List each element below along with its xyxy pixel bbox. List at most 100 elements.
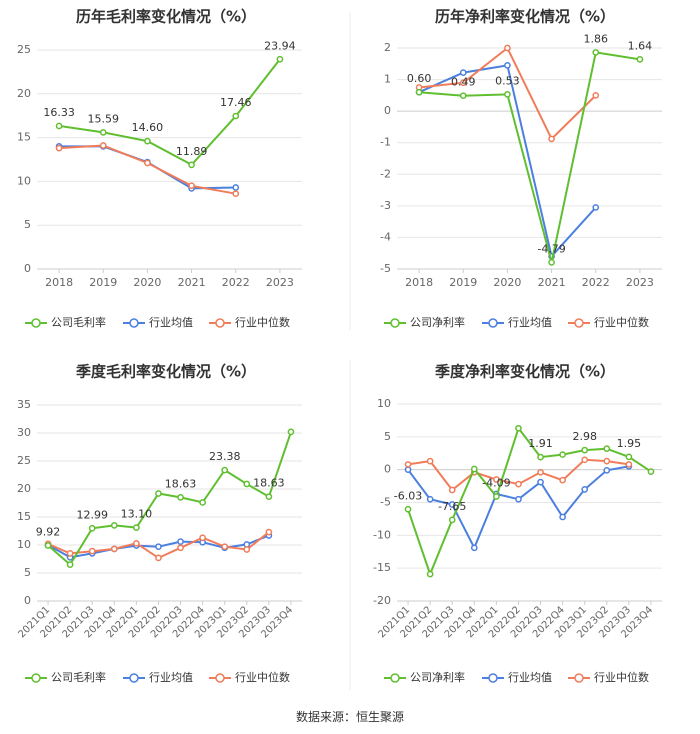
y-tick-label: -2 bbox=[380, 167, 391, 180]
y-tick-label: -20 bbox=[373, 594, 391, 607]
data-point-median bbox=[110, 545, 118, 553]
data-label: 14.60 bbox=[132, 121, 164, 134]
data-label: -6.03 bbox=[394, 489, 422, 502]
data-label: 0.53 bbox=[495, 74, 520, 87]
data-point-median bbox=[144, 159, 151, 167]
data-point-company bbox=[559, 451, 566, 458]
legend-item-avg: 行业均值 bbox=[482, 316, 552, 329]
data-label: 9.92 bbox=[36, 525, 61, 538]
data-point-avg bbox=[603, 466, 611, 474]
data-point-median bbox=[625, 461, 633, 468]
data-point-avg bbox=[232, 184, 240, 191]
data-label: -4.09 bbox=[482, 477, 510, 490]
y-tick-label: -10 bbox=[373, 528, 391, 541]
data-point-company bbox=[44, 542, 52, 549]
y-tick-label: -3 bbox=[380, 199, 391, 212]
data-point-median bbox=[537, 468, 544, 476]
data-point-company bbox=[232, 112, 240, 120]
data-label: 0.60 bbox=[407, 72, 432, 85]
data-label: 2.98 bbox=[572, 430, 597, 443]
data-label: -4.79 bbox=[537, 242, 565, 255]
data-point-company bbox=[415, 88, 423, 96]
y-tick-label: -15 bbox=[373, 561, 391, 574]
series-line-company bbox=[58, 58, 281, 167]
y-tick-label: 10 bbox=[17, 174, 31, 187]
y-tick-label: 25 bbox=[17, 43, 31, 56]
data-point-avg bbox=[448, 501, 456, 508]
data-label: 1.64 bbox=[628, 39, 653, 52]
legend-swatch-marker bbox=[488, 318, 498, 328]
data-label: 1.95 bbox=[617, 437, 642, 450]
data-point-company bbox=[66, 561, 74, 568]
x-tick-label: 2023 bbox=[266, 276, 294, 289]
data-point-company bbox=[581, 446, 589, 454]
data-point-company bbox=[504, 91, 511, 98]
data-point-median bbox=[133, 539, 140, 547]
data-label: 1.86 bbox=[584, 32, 609, 45]
y-tick-label: 0 bbox=[24, 594, 31, 607]
y-tick-label: -4 bbox=[380, 230, 391, 243]
data-point-company bbox=[199, 499, 206, 506]
data-point-median bbox=[459, 79, 467, 87]
data-point-company bbox=[493, 493, 500, 500]
data-point-median bbox=[592, 92, 600, 99]
legend-label: 公司毛利率 bbox=[51, 315, 106, 329]
data-point-median bbox=[155, 554, 162, 562]
data-point-avg bbox=[404, 466, 412, 474]
y-tick-label: 30 bbox=[17, 426, 31, 439]
data-point-avg bbox=[177, 538, 184, 545]
data-point-median bbox=[66, 550, 74, 557]
data-point-company bbox=[88, 524, 96, 532]
data-label: 16.33 bbox=[43, 106, 75, 119]
data-source-note: 数据来源：恒生聚源 bbox=[295, 710, 404, 724]
chart-title: 历年净利率变化情况（%） bbox=[435, 8, 615, 26]
data-label: 17.46 bbox=[220, 96, 252, 109]
data-point-median bbox=[99, 142, 107, 149]
data-point-company bbox=[592, 49, 600, 56]
y-tick-label: 5 bbox=[24, 566, 31, 579]
legend-swatch-marker bbox=[31, 318, 41, 328]
data-point-company bbox=[221, 466, 229, 474]
data-point-company bbox=[625, 453, 633, 461]
data-point-company bbox=[647, 468, 655, 475]
data-point-median bbox=[55, 144, 63, 152]
data-point-company bbox=[55, 122, 63, 130]
data-point-median bbox=[199, 534, 206, 542]
legend-label: 公司净利率 bbox=[410, 670, 465, 684]
x-tick-label: 2021 bbox=[538, 276, 566, 289]
data-point-company bbox=[155, 490, 162, 497]
data-point-company bbox=[265, 493, 273, 501]
y-tick-label: 0 bbox=[24, 262, 31, 275]
legend-label: 行业中位数 bbox=[594, 670, 649, 684]
data-point-avg bbox=[155, 543, 162, 551]
series-line-company bbox=[407, 426, 652, 577]
data-point-company bbox=[470, 465, 478, 473]
data-point-median bbox=[548, 135, 555, 143]
x-tick-label: 2023 bbox=[626, 276, 654, 289]
chart-panel-3: 季度毛利率变化情况（%）051015202530352021Q12021Q220… bbox=[16, 363, 302, 684]
data-point-avg bbox=[581, 486, 589, 493]
chart-title: 季度净利率变化情况（%） bbox=[435, 363, 615, 381]
data-label: 15.59 bbox=[88, 112, 120, 125]
legend-swatch-marker bbox=[129, 673, 139, 683]
data-point-company bbox=[133, 524, 140, 531]
x-tick-label: 2018 bbox=[405, 276, 433, 289]
data-point-company bbox=[603, 445, 611, 453]
legend-label: 行业均值 bbox=[149, 671, 193, 684]
series-line-company bbox=[419, 51, 641, 263]
legend-item-company: 公司毛利率 bbox=[25, 315, 106, 329]
data-point-median bbox=[221, 543, 229, 551]
data-point-median bbox=[232, 190, 240, 198]
legend-label: 行业均值 bbox=[149, 316, 193, 329]
legend-item-avg: 行业均值 bbox=[123, 671, 193, 684]
data-point-company bbox=[188, 161, 195, 169]
data-point-median bbox=[265, 528, 273, 536]
y-tick-label: 2 bbox=[384, 41, 391, 54]
legend-label: 行业中位数 bbox=[235, 670, 290, 684]
data-label: 23.38 bbox=[209, 450, 241, 463]
data-label: 1.91 bbox=[528, 437, 553, 450]
data-point-avg bbox=[459, 69, 467, 76]
legend-item-company: 公司净利率 bbox=[384, 315, 465, 329]
legend-swatch-marker bbox=[574, 318, 584, 328]
data-point-avg bbox=[470, 544, 478, 552]
